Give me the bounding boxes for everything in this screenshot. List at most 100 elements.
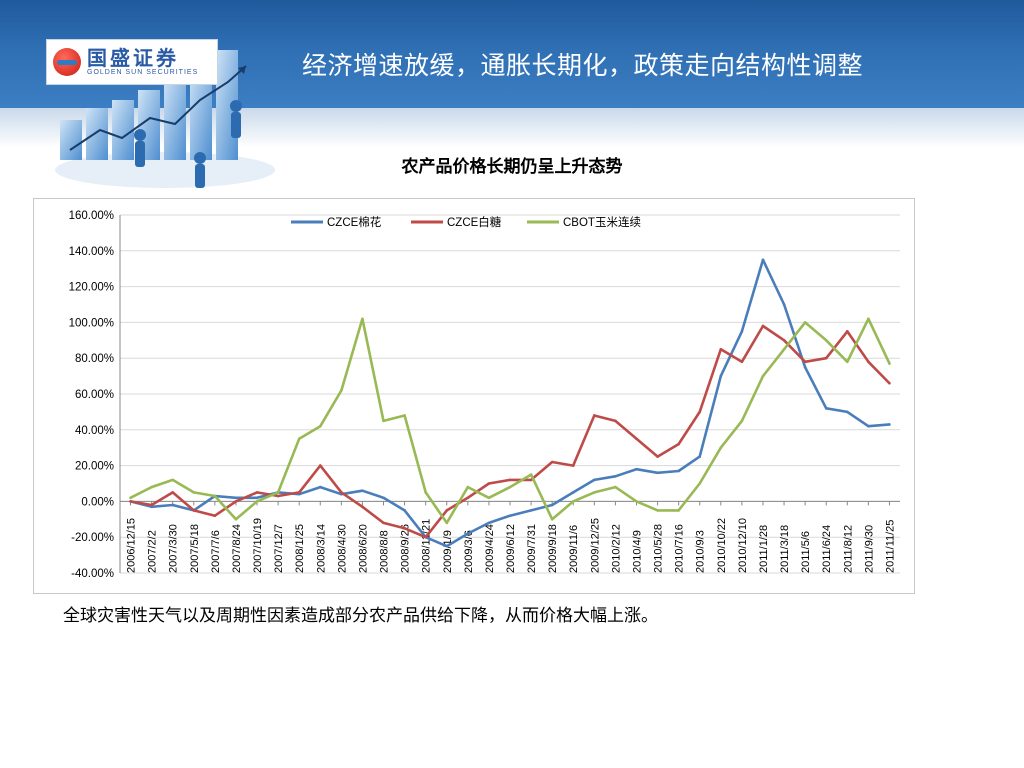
data-point: [550, 503, 554, 507]
x-tick-label: 2011/1/28: [758, 525, 770, 573]
data-point: [318, 424, 322, 428]
x-tick-label: 2008/8/8: [379, 530, 391, 573]
data-point: [403, 526, 406, 530]
data-point: [529, 509, 533, 512]
data-point: [593, 414, 596, 417]
data-point: [192, 491, 196, 494]
data-point: [276, 491, 280, 494]
x-tick-label: 2008/4/30: [336, 524, 348, 573]
legend-label: CBOT玉米连续: [563, 215, 641, 229]
x-tick-label: 2008/11/21: [421, 519, 433, 573]
data-point: [424, 491, 427, 494]
series-line-3: [129, 317, 891, 525]
data-point: [382, 419, 385, 423]
data-point: [677, 442, 680, 446]
company-logo: 国盛证券 GOLDEN SUN SECURITIES: [46, 39, 218, 85]
x-tick-label: 2007/12/7: [273, 524, 285, 573]
x-tick-label: 2007/8/24: [231, 524, 243, 573]
data-point: [445, 521, 449, 525]
page-title: 经济增速放缓，通胀长期化，政策走向结构性调整: [302, 51, 864, 80]
data-point: [614, 419, 617, 423]
data-point: [297, 437, 301, 441]
data-point: [445, 509, 449, 512]
chart-title: 农产品价格长期仍呈上升态势: [401, 157, 623, 177]
data-point: [824, 407, 828, 410]
x-tick-label: 2007/2/2: [147, 530, 159, 573]
x-tick-label: 2009/4/24: [484, 524, 496, 573]
x-tick-label: 2008/6/20: [357, 524, 369, 573]
data-point: [635, 437, 638, 441]
data-point: [824, 339, 828, 342]
data-point: [403, 509, 406, 512]
data-point: [867, 317, 870, 321]
data-point: [635, 500, 638, 503]
y-tick-label: 160.00%: [69, 210, 114, 222]
y-tick-label: 40.00%: [75, 425, 114, 437]
data-point: [361, 317, 364, 321]
data-point: [529, 473, 533, 476]
x-tick-label: 2010/10/22: [716, 518, 728, 573]
data-point: [698, 455, 702, 458]
data-point: [403, 414, 406, 417]
x-tick-label: 2009/9/18: [547, 524, 559, 573]
series-line-2: [130, 324, 891, 539]
data-point: [466, 485, 470, 489]
data-point: [213, 494, 217, 498]
data-point: [888, 381, 891, 385]
data-point: [192, 509, 196, 512]
data-point: [782, 339, 786, 342]
x-tick-label: 2010/7/16: [674, 524, 686, 573]
data-point: [340, 491, 343, 494]
x-tick-label: 2011/3/18: [779, 525, 791, 573]
data-point: [340, 389, 343, 392]
data-point: [888, 362, 891, 365]
y-tick-label: 120.00%: [69, 282, 114, 294]
y-tick-label: 0.00%: [81, 496, 114, 508]
data-point: [782, 303, 786, 306]
data-point: [150, 485, 153, 489]
y-tick-label: -40.00%: [71, 568, 114, 580]
chart-frame: 160.00% 140.00% 120.00% 100.00% 80.00% 60.00%…: [33, 198, 915, 594]
y-tick-label: 140.00%: [69, 246, 114, 258]
y-tick-label: 20.00%: [75, 461, 114, 473]
x-tick-label: 2007/10/19: [252, 518, 264, 573]
data-point: [614, 475, 617, 478]
caption-text: 全球灾害性天气以及周期性因素造成部分农产品供给下降，从而价格大幅上涨。: [63, 606, 658, 626]
data-point: [529, 478, 533, 482]
data-point: [888, 423, 891, 426]
data-point: [255, 496, 259, 500]
data-point: [845, 330, 849, 333]
data-point: [677, 469, 680, 473]
data-point: [318, 485, 322, 489]
data-point: [234, 500, 238, 503]
data-point: [234, 518, 238, 521]
data-point: [761, 374, 765, 378]
x-tick-label: 2008/1/25: [294, 524, 306, 573]
x-tick-label: 2011/5/6: [800, 531, 812, 573]
data-point: [550, 460, 554, 464]
data-point: [255, 491, 259, 494]
data-point: [867, 360, 870, 364]
data-point: [361, 489, 364, 492]
x-tick-label: 2010/2/12: [610, 524, 622, 573]
data-point: [361, 505, 364, 509]
x-tick-label: 2008/3/14: [315, 524, 327, 573]
data-point: [635, 467, 638, 471]
golden-sun-logo-icon: [53, 48, 81, 76]
data-point: [171, 491, 175, 494]
data-point: [740, 360, 744, 364]
data-point: [761, 258, 765, 262]
x-tick-label: 2008/9/26: [400, 524, 412, 573]
line-chart: 160.00% 140.00% 120.00% 100.00% 80.00% 60.00%…: [69, 210, 900, 580]
data-point: [593, 491, 596, 494]
data-point: [740, 419, 744, 423]
x-tick-label: 2010/5/28: [653, 524, 665, 573]
x-tick-label: 2009/1/9: [442, 530, 454, 573]
data-point: [656, 471, 659, 475]
data-point: [508, 478, 512, 482]
x-tick-label: 2006/12/15: [126, 518, 138, 573]
data-point: [761, 324, 765, 328]
data-point: [424, 535, 427, 539]
logo-name-en: GOLDEN SUN SECURITIES: [87, 69, 199, 76]
x-tick-label: 2009/7/31: [526, 524, 538, 573]
